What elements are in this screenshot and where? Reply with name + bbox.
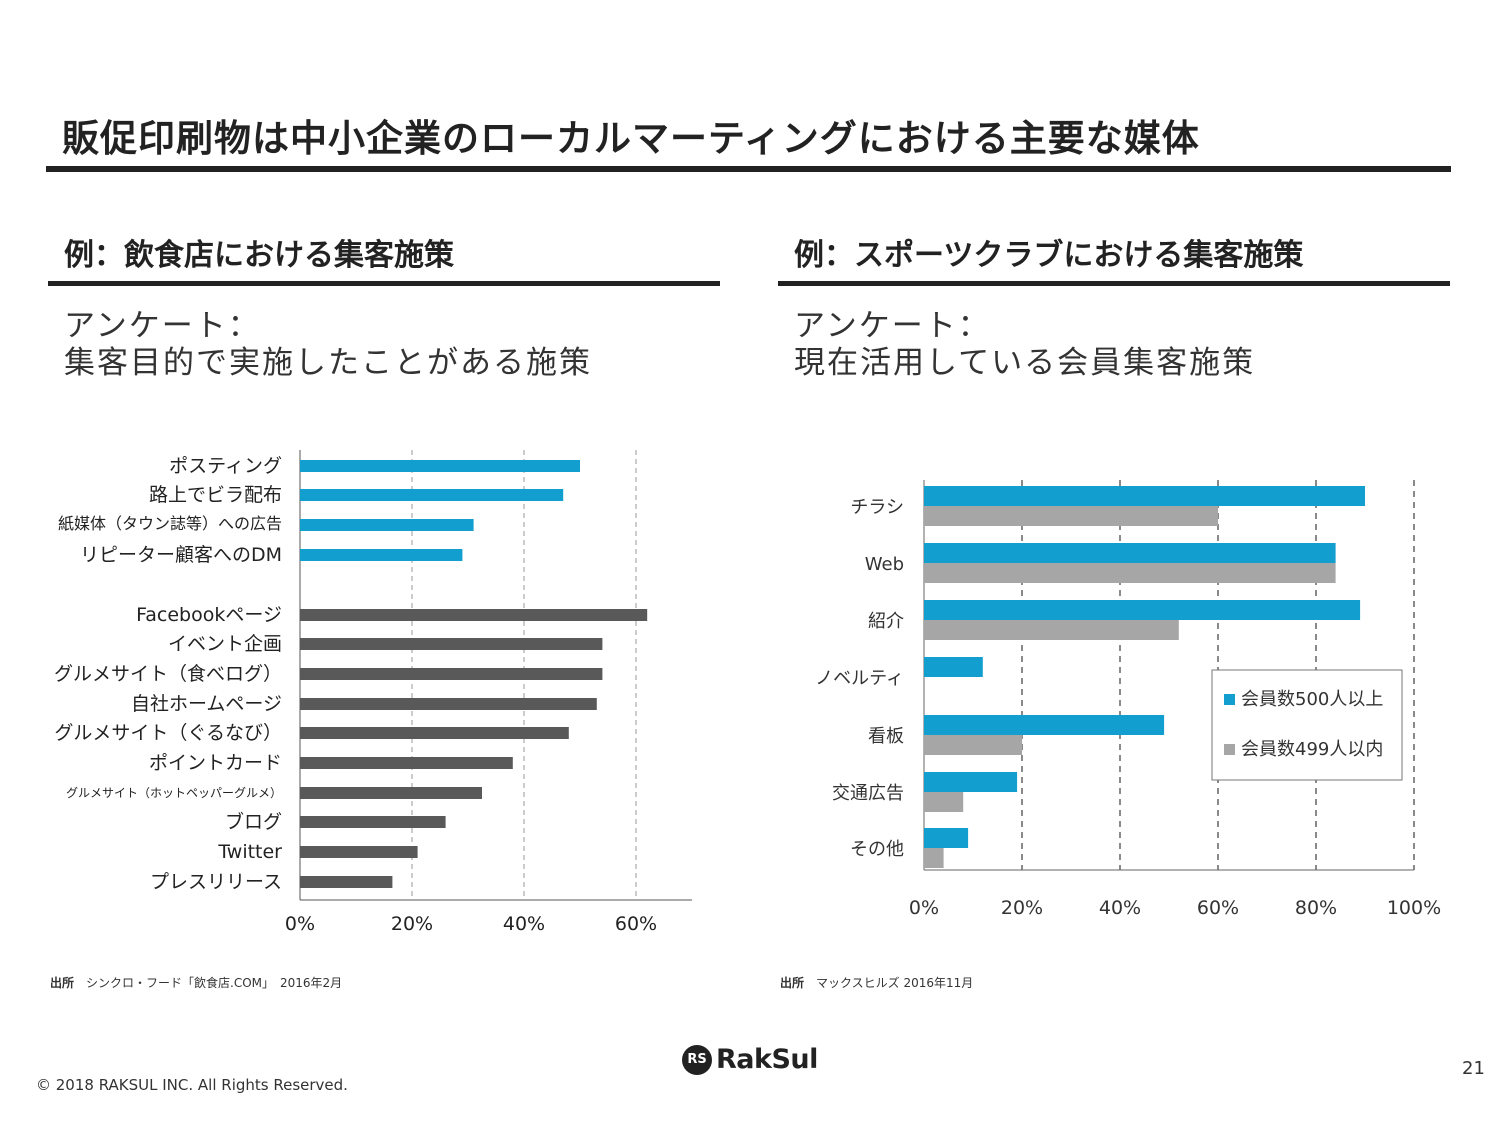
category-label: 看板 [868, 726, 904, 747]
left-survey-line1: アンケート： [64, 308, 261, 344]
right-survey-line2: 現在活用している会員集客施策 [794, 345, 1256, 381]
bar [300, 519, 474, 531]
x-tick-label: 100% [1387, 897, 1441, 919]
category-label: 紙媒体（タウン誌等）への広告 [58, 514, 282, 533]
category-label: Twitter [217, 841, 282, 863]
bar [300, 638, 603, 650]
category-label: ポスティング [169, 455, 282, 477]
left-survey-line2: 集客目的で実施したことがある施策 [64, 345, 592, 381]
category-label: イベント企画 [168, 633, 282, 655]
x-tick-label: 40% [1099, 897, 1141, 919]
right-source-text: マックスヒルズ 2016年11月 [816, 976, 974, 990]
category-label: プレスリリース [150, 871, 282, 893]
bar-series-2 [924, 620, 1179, 640]
x-tick-label: 20% [391, 913, 433, 935]
right-survey-line1: アンケート： [794, 308, 991, 344]
bar-series-1 [924, 828, 969, 848]
x-tick-label: 40% [503, 913, 545, 935]
left-survey: アンケート： 集客目的で実施したことがある施策 [64, 308, 592, 382]
bar [300, 816, 446, 828]
right-source: 出所 マックスヒルズ 2016年11月 [780, 974, 973, 991]
bar [300, 787, 482, 799]
legend-swatch [1224, 744, 1235, 755]
x-tick-label: 0% [909, 897, 939, 919]
bar [300, 727, 569, 739]
left-heading: 例：飲食店における集客施策 [64, 238, 454, 273]
copyright: © 2018 RAKSUL INC. All Rights Reserved. [36, 1076, 348, 1094]
left-heading-divider [48, 281, 720, 286]
bar-series-2 [924, 735, 1022, 755]
bar [300, 460, 580, 472]
bar-series-2 [924, 792, 964, 812]
right-source-label: 出所 [780, 976, 805, 990]
right-survey: アンケート： 現在活用している会員集客施策 [794, 308, 1255, 382]
x-tick-label: 60% [615, 913, 657, 935]
bar-series-2 [924, 563, 1336, 583]
category-label: 紹介 [868, 611, 904, 632]
raksul-logo: RS RakSul [682, 1044, 818, 1075]
category-label: グルメサイト（食べログ） [54, 663, 282, 685]
category-label: グルメサイト（ホットペッパーグルメ） [66, 786, 282, 800]
bar-series-1 [924, 600, 1361, 620]
bar-series-1 [924, 657, 983, 677]
bar [300, 668, 603, 680]
x-tick-label: 20% [1001, 897, 1043, 919]
legend-label: 会員数500人以上 [1241, 689, 1383, 710]
right-heading-divider [778, 281, 1450, 286]
category-label: ポイントカード [149, 752, 282, 774]
bar [300, 549, 463, 561]
left-source-text: シンクロ・フード「飲食店.COM」 2016年2月 [86, 976, 343, 990]
logo-text: RakSul [716, 1044, 818, 1075]
bar [300, 846, 418, 858]
bar [300, 876, 393, 888]
bar-series-2 [924, 506, 1218, 526]
bar-series-1 [924, 772, 1018, 792]
category-label: 路上でビラ配布 [149, 484, 282, 506]
right-heading: 例：スポーツクラブにおける集客施策 [794, 238, 1304, 273]
category-label: 自社ホームページ [131, 693, 282, 715]
category-label: チラシ [850, 497, 904, 518]
slide-title: 販促印刷物は中小企業のローカルマーティングにおける主要な媒体 [62, 117, 1200, 160]
category-label: ブログ [225, 810, 282, 833]
bar [300, 698, 597, 710]
bar [300, 757, 513, 769]
category-label: その他 [850, 839, 904, 860]
title-divider [46, 166, 1451, 172]
x-tick-label: 60% [1197, 897, 1239, 919]
page-number: 21 [1462, 1058, 1485, 1079]
bar [300, 489, 564, 501]
left-source-label: 出所 [50, 976, 75, 990]
category-label: 交通広告 [832, 783, 904, 804]
category-label: グルメサイト（ぐるなび） [54, 722, 282, 744]
category-label: Web [865, 554, 904, 575]
left-source: 出所 シンクロ・フード「飲食店.COM」 2016年2月 [50, 974, 342, 991]
x-tick-label: 0% [285, 913, 315, 935]
bar-series-1 [924, 715, 1165, 735]
category-label: リピーター顧客へのDM [80, 544, 282, 566]
logo-mark-icon: RS [682, 1044, 712, 1075]
bar [300, 609, 648, 621]
legend-box [1211, 669, 1403, 781]
bar-series-1 [924, 486, 1365, 506]
category-label: ノベルティ [815, 668, 904, 689]
bar-series-2 [924, 848, 944, 868]
bar-series-1 [924, 543, 1336, 563]
legend-label: 会員数499人以内 [1241, 739, 1383, 760]
legend-swatch [1224, 694, 1235, 705]
x-tick-label: 80% [1295, 897, 1337, 919]
category-label: Facebookページ [136, 604, 282, 626]
